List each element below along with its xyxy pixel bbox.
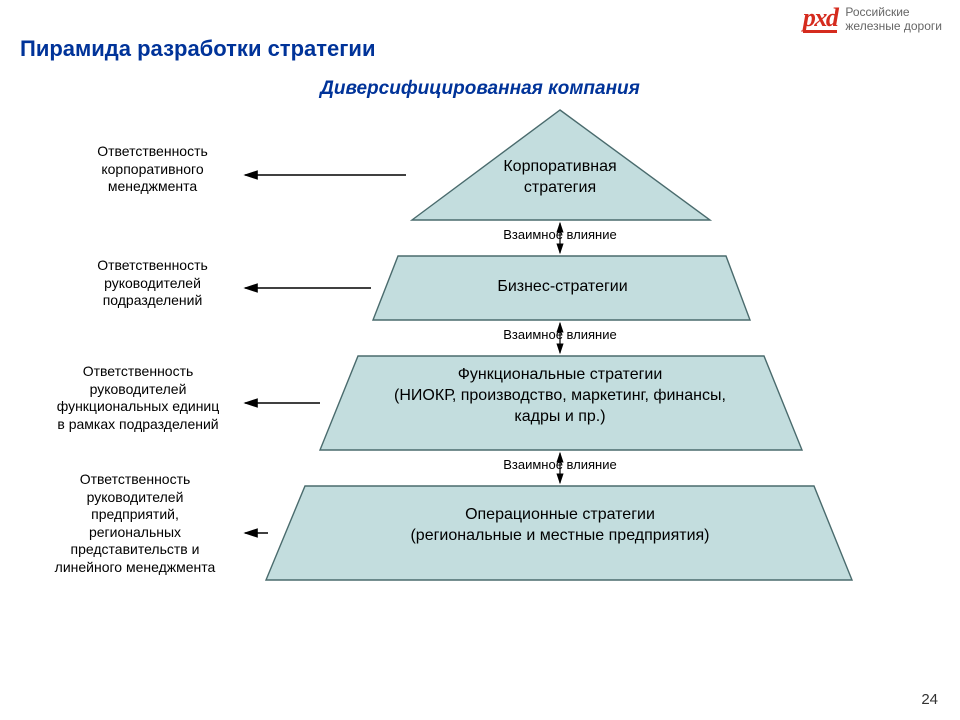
responsibility-label-0: Ответственностькорпоративногоменеджмента	[65, 143, 240, 196]
level-label-0: Корпоративнаястратегия	[440, 157, 680, 199]
level-label-2: Функциональные стратегии(НИОКР, производ…	[340, 365, 780, 427]
responsibility-label-2: Ответственностьруководителейфункциональн…	[38, 363, 238, 433]
logo: pxd Российские железные дороги	[803, 6, 942, 34]
responsibility-label-3: Ответственностьруководителейпредприятий,…	[30, 471, 240, 576]
logo-line2: железные дороги	[845, 20, 942, 34]
pyramid-diagram: Ответственностькорпоративногоменеджмента…	[0, 105, 960, 685]
page-title: Пирамида разработки стратегии	[20, 36, 375, 62]
logo-mark: pxd	[803, 6, 838, 33]
level-label-1: Бизнес-стратегии	[400, 277, 725, 298]
mutual-influence-label-1: Взаимное влияние	[480, 327, 640, 342]
responsibility-label-1: Ответственностьруководителейподразделени…	[65, 257, 240, 310]
logo-line1: Российские	[845, 6, 942, 20]
level-label-3: Операционные стратегии(региональные и ме…	[295, 505, 825, 547]
mutual-influence-label-2: Взаимное влияние	[480, 457, 640, 472]
logo-text: Российские железные дороги	[845, 6, 942, 34]
mutual-influence-label-0: Взаимное влияние	[480, 227, 640, 242]
page-number: 24	[921, 691, 938, 708]
page-subtitle: Диверсифицированная компания	[0, 78, 960, 100]
